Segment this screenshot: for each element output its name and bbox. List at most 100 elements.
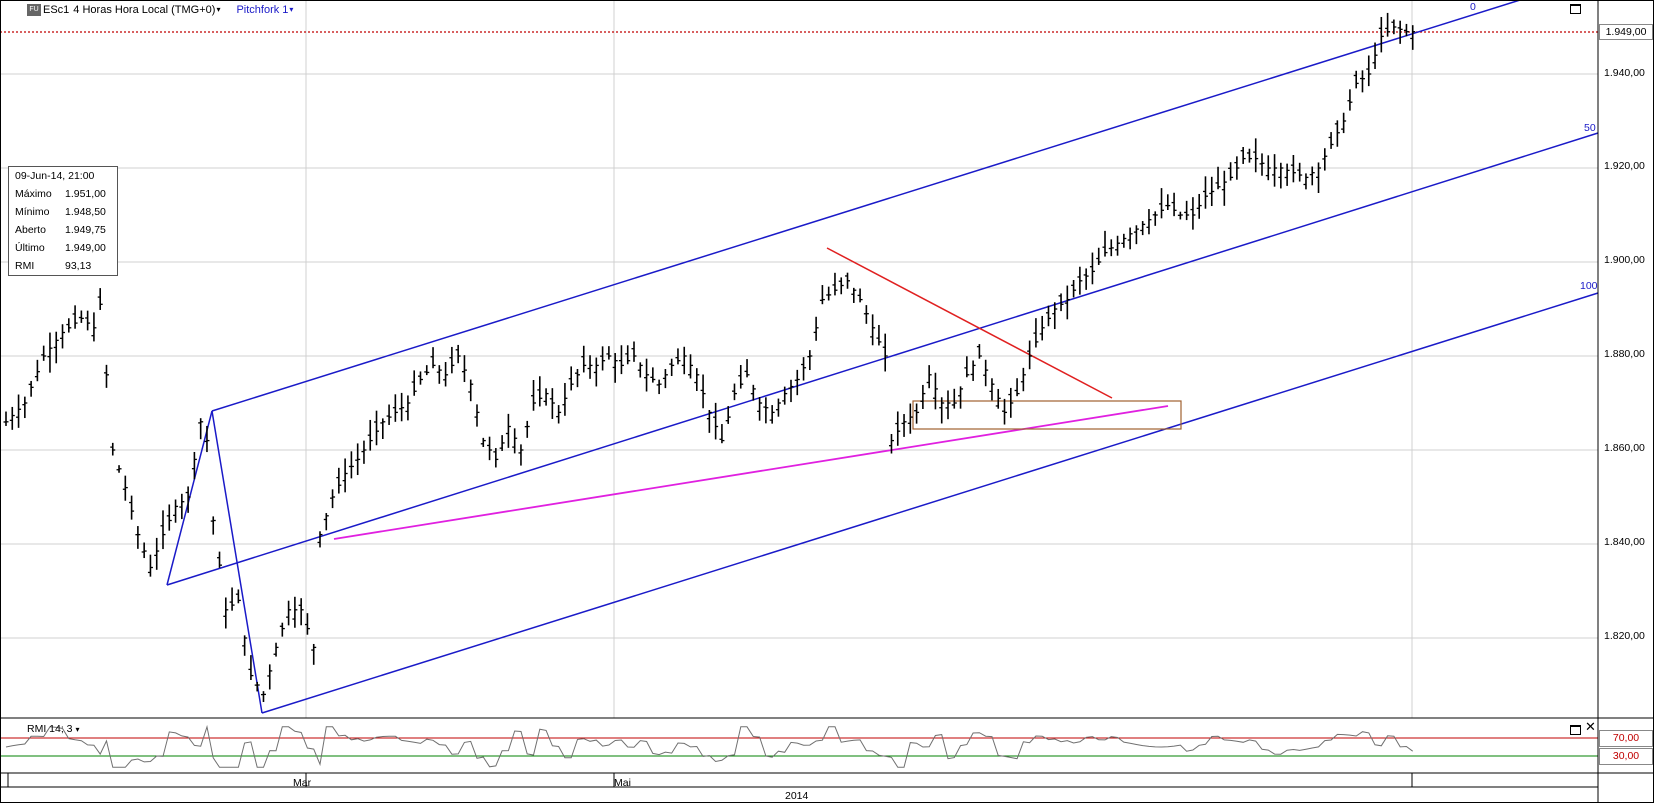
price-bar xyxy=(581,345,587,373)
price-bar xyxy=(625,345,631,365)
price-bar xyxy=(995,388,1001,409)
chevron-down-icon[interactable]: ▾ xyxy=(216,5,221,14)
price-bar xyxy=(1359,70,1365,93)
price-bar xyxy=(1184,200,1190,221)
price-bar xyxy=(1228,162,1234,181)
price-bar xyxy=(650,367,656,383)
maximize-icon[interactable] xyxy=(1570,725,1581,735)
close-icon[interactable]: ✕ xyxy=(1585,719,1596,734)
price-bar xyxy=(838,277,844,295)
price-bar xyxy=(53,331,59,364)
price-bar xyxy=(78,310,84,323)
price-bar xyxy=(436,365,442,384)
price-bar xyxy=(807,350,813,371)
price-bar xyxy=(518,444,524,466)
price-bar xyxy=(16,394,22,428)
price-bar xyxy=(455,344,461,364)
price-bar xyxy=(549,388,555,419)
price-bar xyxy=(135,526,141,549)
price-bar xyxy=(644,358,650,392)
price-bar xyxy=(681,346,687,375)
price-bar xyxy=(907,403,913,434)
info-row: Máximo 1.951,00 xyxy=(15,188,106,200)
price-bar xyxy=(1278,162,1284,189)
price-bar xyxy=(260,691,266,702)
price-bar xyxy=(279,622,285,637)
price-bar xyxy=(1284,163,1290,186)
interval-label[interactable]: 4 Horas Hora Local (TMG+0) xyxy=(73,4,216,16)
price-bar xyxy=(1297,162,1303,182)
price-bar xyxy=(1115,235,1121,256)
pitchfork-level-label: 50 xyxy=(1584,122,1596,134)
indicator-header[interactable]: RMI 14; 3 ▾ xyxy=(27,723,79,735)
indicator-label[interactable]: RMI 14; 3 xyxy=(27,723,73,735)
symbol-label[interactable]: ESc1 xyxy=(43,4,70,16)
price-tick-label: 1.880,00 xyxy=(1604,348,1645,360)
price-bar xyxy=(882,333,888,372)
resistance-line xyxy=(826,247,1113,399)
info-row: Mínimo 1.948,50 xyxy=(15,206,106,218)
month-label: Mai xyxy=(614,777,631,789)
price-bar xyxy=(738,365,744,389)
info-date: 09-Jun-14, 21:00 xyxy=(15,170,95,182)
price-bar xyxy=(487,436,493,461)
price-tick-label: 1.820,00 xyxy=(1604,630,1645,642)
price-bar xyxy=(499,435,505,451)
chevron-down-icon[interactable]: ▾ xyxy=(289,5,294,14)
price-bar xyxy=(600,346,606,371)
price-bar xyxy=(1077,266,1083,295)
price-bar xyxy=(1014,378,1020,397)
price-bar xyxy=(1259,153,1265,176)
price-bar xyxy=(857,288,863,303)
price-bar xyxy=(688,354,694,379)
price-bar xyxy=(939,397,945,424)
price-bar xyxy=(386,404,392,425)
price-bar xyxy=(794,369,800,396)
price-bar xyxy=(217,551,223,568)
price-bar xyxy=(744,359,750,378)
price-tick-label: 1.840,00 xyxy=(1604,536,1645,548)
price-bar xyxy=(826,286,832,301)
chart-header: FU ESc1 4 Horas Hora Local (TMG+0) ▾ Pit… xyxy=(27,3,293,17)
price-bar xyxy=(1353,70,1359,89)
rmi-lower-tag: 30,00 xyxy=(1599,748,1653,765)
price-bar xyxy=(91,312,97,342)
price-bar xyxy=(675,348,681,365)
price-bar xyxy=(769,405,775,424)
price-bar xyxy=(443,362,449,387)
price-bar xyxy=(1265,155,1271,181)
price-bar xyxy=(22,396,28,419)
price-bar xyxy=(273,642,279,657)
price-bar xyxy=(1071,280,1077,298)
price-tick-label: 1.940,00 xyxy=(1604,67,1645,79)
info-row: RMI 93,13 xyxy=(15,260,92,272)
maximize-icon[interactable] xyxy=(1570,4,1581,14)
price-bar xyxy=(72,305,78,329)
pitchfork-lower-line xyxy=(261,292,1599,714)
price-bar xyxy=(1372,42,1378,69)
price-bar xyxy=(1159,188,1165,219)
price-bar xyxy=(1272,154,1278,187)
price-bar xyxy=(901,414,907,437)
price-bar xyxy=(750,384,756,401)
price-bar xyxy=(405,395,411,421)
price-bar xyxy=(267,664,273,690)
price-bar xyxy=(41,345,47,361)
rmi-panel xyxy=(0,724,1598,768)
price-bar xyxy=(185,486,191,513)
price-bar xyxy=(380,418,386,439)
chevron-down-icon[interactable]: ▾ xyxy=(75,725,80,734)
price-bar xyxy=(719,424,725,444)
price-bar xyxy=(537,376,543,407)
price-bar xyxy=(1083,268,1089,290)
price-bar xyxy=(926,365,932,389)
drawing-overlays xyxy=(166,0,1599,714)
pitchfork-median-line xyxy=(166,132,1599,586)
price-bar xyxy=(574,368,580,388)
price-bar xyxy=(392,394,398,422)
tool-label[interactable]: Pitchfork 1 xyxy=(236,4,289,16)
price-bar xyxy=(1133,225,1139,245)
price-bar xyxy=(1334,120,1340,147)
price-bar xyxy=(1397,20,1403,44)
